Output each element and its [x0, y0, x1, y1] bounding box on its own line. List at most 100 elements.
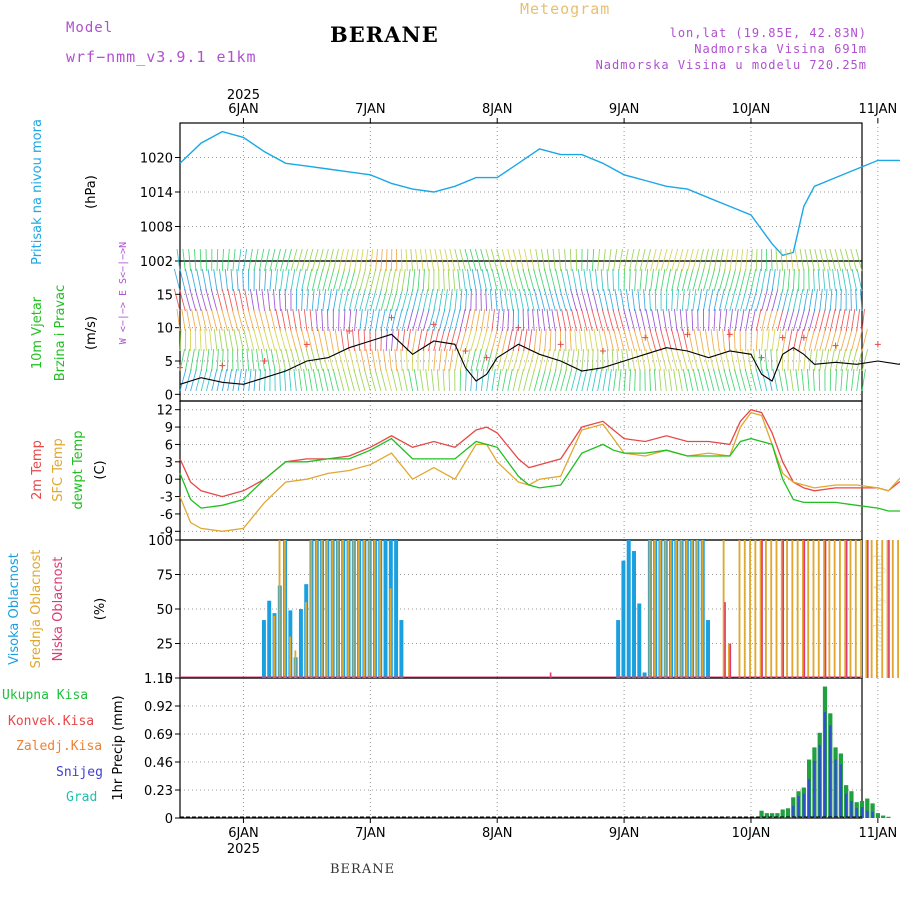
wind-barb — [382, 348, 387, 372]
wind-barb — [856, 268, 863, 292]
wind-barb — [348, 268, 356, 292]
wind-barb — [541, 248, 546, 272]
wind-barb — [856, 348, 863, 372]
wind-barb — [607, 308, 614, 332]
precip-legend-item: Konvek.Kisa — [8, 714, 94, 729]
wind-barb — [391, 288, 398, 312]
precip-bar — [886, 816, 891, 818]
wind-barb — [766, 308, 773, 332]
wind-barb — [613, 328, 620, 352]
wind-barb — [412, 268, 416, 292]
wind-barb — [428, 328, 434, 352]
cloud-bar — [685, 540, 688, 678]
wind-barb — [546, 308, 551, 332]
wind-barb — [702, 288, 708, 312]
precip-bar — [865, 798, 870, 818]
wind-barb — [845, 248, 852, 272]
wind-barb — [190, 348, 195, 372]
wind-barb — [480, 368, 485, 392]
wind-barb — [499, 288, 503, 312]
wind-barb — [496, 248, 503, 272]
wind-barb — [507, 368, 513, 392]
wind-barb — [275, 348, 281, 372]
wind-barb — [846, 268, 852, 292]
wind-barb — [328, 328, 334, 352]
wind-barb — [608, 288, 614, 312]
low-cloud-axis-label: Niska Oblacnost — [51, 557, 66, 662]
wind-barb — [724, 308, 728, 332]
wind-barb — [581, 348, 585, 372]
wind-barb — [486, 368, 490, 392]
wind-barb — [527, 268, 535, 292]
wind-barb — [396, 368, 403, 392]
wind-barb — [388, 348, 392, 372]
wind-barb — [491, 368, 496, 392]
wind-barb — [764, 348, 768, 372]
wind-barb — [402, 368, 408, 392]
wind-barb — [459, 288, 463, 312]
wind-barb — [242, 368, 247, 392]
wind-barb — [401, 288, 409, 312]
cloud-bar — [399, 620, 404, 678]
wind-barb — [343, 268, 351, 292]
y-tick-label: 0.23 — [144, 784, 173, 799]
wind-barb — [317, 368, 324, 392]
cloud-bar — [833, 540, 836, 678]
wind-barb — [258, 328, 266, 352]
wind-barb — [375, 308, 381, 332]
wind-barb — [293, 368, 297, 392]
precip-legend-item: Grad — [66, 790, 97, 805]
wind-barb — [728, 368, 736, 392]
cloud-bar — [373, 540, 376, 678]
y-tick-label: 25 — [156, 638, 173, 653]
wind-barb — [290, 348, 297, 372]
wind-barb — [708, 248, 714, 272]
wind-barb — [242, 308, 250, 332]
wind-barb — [321, 308, 324, 332]
cloud-bar — [616, 620, 621, 678]
wind-barb — [359, 268, 366, 292]
cloud-bar — [267, 600, 272, 678]
wind-barb — [438, 308, 446, 332]
wind-barb — [396, 308, 403, 332]
cloud-bar — [637, 603, 642, 678]
wind-barb — [496, 328, 503, 352]
wind-barb — [454, 288, 458, 312]
cloud-bar — [680, 540, 683, 678]
wind-barb — [745, 248, 748, 272]
wind-barb — [205, 288, 213, 312]
wind-barb — [486, 268, 493, 292]
cloud-bar — [803, 540, 806, 678]
y-tick-label: 0 — [165, 672, 173, 687]
wind-barb — [691, 308, 694, 332]
wind-barb — [564, 248, 567, 272]
wind-barb — [401, 308, 409, 332]
wind-barb — [780, 248, 784, 272]
wind-barb — [391, 328, 394, 352]
wind-barb — [523, 368, 530, 392]
wind-barb — [391, 308, 397, 332]
wind-barb — [494, 288, 498, 312]
wind-barb — [507, 308, 510, 332]
wind-barb — [687, 248, 694, 272]
precip-legend-item: Zaledj.Kisa — [16, 739, 102, 754]
wind-barb — [533, 368, 541, 392]
y-tick-label: 0.69 — [144, 728, 173, 743]
precip-axis-label: 1hr Precip (mm) — [111, 695, 126, 800]
wind-barb — [512, 268, 519, 292]
wind-barb — [633, 328, 641, 352]
wind-barb — [258, 248, 265, 272]
wind-barb — [771, 268, 776, 292]
year-label-top: 2025 — [227, 88, 260, 103]
wind-barb — [340, 328, 345, 352]
cloud-bar — [849, 540, 852, 678]
wind-barb — [211, 368, 218, 392]
wind-barb — [464, 248, 472, 272]
wind-barb — [512, 308, 515, 332]
x-tick-label-top: 11JAN — [858, 102, 897, 117]
wind-barb — [612, 268, 614, 292]
cloud-bar — [770, 540, 773, 678]
wind-barb — [406, 328, 411, 352]
cloud-bar — [342, 540, 344, 678]
wind-axis-label: 10m Vjetar — [30, 296, 45, 369]
